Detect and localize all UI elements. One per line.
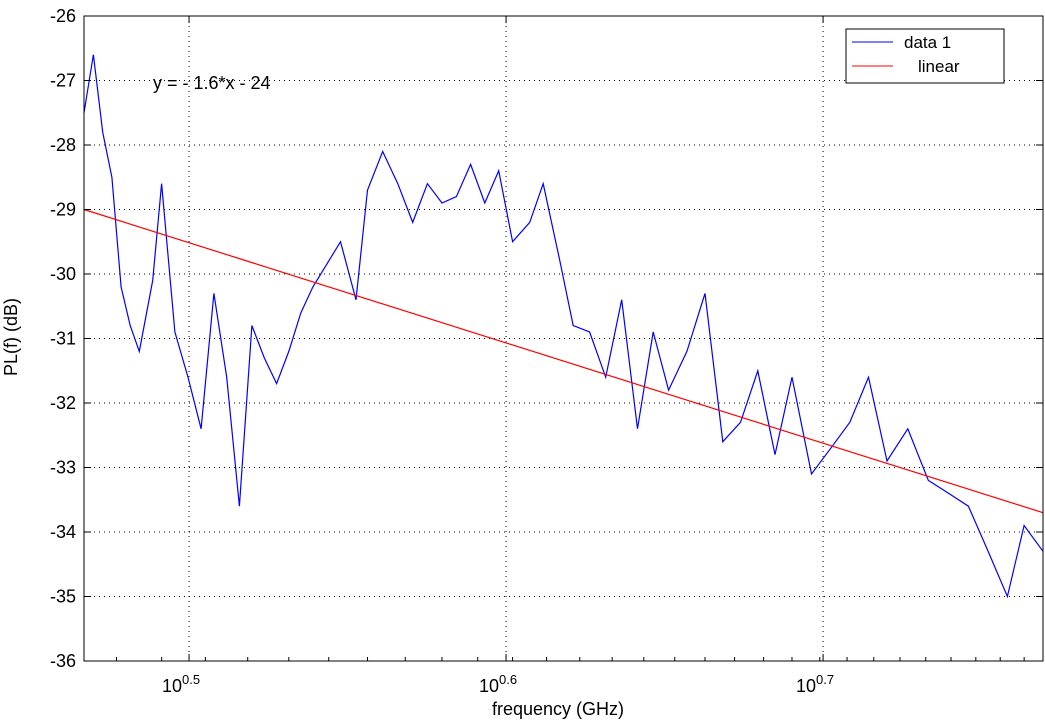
y-axis-label: PL(f) (dB) bbox=[1, 298, 21, 376]
y-tick-label: -29 bbox=[50, 200, 76, 220]
y-tick-label: -33 bbox=[50, 458, 76, 478]
x-tick-label: 100.6 bbox=[479, 672, 517, 696]
legend-label-linear: linear bbox=[918, 57, 960, 76]
y-tick-label: -27 bbox=[50, 71, 76, 91]
y-tick-label: -28 bbox=[50, 135, 76, 155]
x-tick-label: 100.5 bbox=[162, 672, 200, 696]
series-line-data-1 bbox=[83, 54, 1044, 599]
y-tick-label: -31 bbox=[50, 329, 76, 349]
series-layer bbox=[83, 54, 1044, 599]
x-axis-label: frequency (GHz) bbox=[492, 699, 624, 719]
series-line-linear bbox=[83, 208, 1044, 514]
y-tick-label: -34 bbox=[50, 522, 76, 542]
legend: data 1 linear bbox=[845, 28, 1005, 84]
y-tick-label: -26 bbox=[50, 6, 76, 26]
legend-box bbox=[845, 28, 1005, 84]
y-tick-label: -32 bbox=[50, 393, 76, 413]
legend-label-data-1: data 1 bbox=[904, 33, 951, 52]
y-tick-label: -35 bbox=[50, 587, 76, 607]
y-tick-label: -36 bbox=[50, 651, 76, 671]
y-tick-label: -30 bbox=[50, 264, 76, 284]
fit-equation-annotation: y = - 1.6*x - 24 bbox=[153, 73, 271, 93]
ticks: -26 -27 -28 -29 -30 -31 -32 -33 -34 -35 -36 100.5 10… bbox=[50, 6, 1043, 696]
grid bbox=[84, 16, 1043, 661]
x-tick-label: 100.7 bbox=[796, 672, 834, 696]
